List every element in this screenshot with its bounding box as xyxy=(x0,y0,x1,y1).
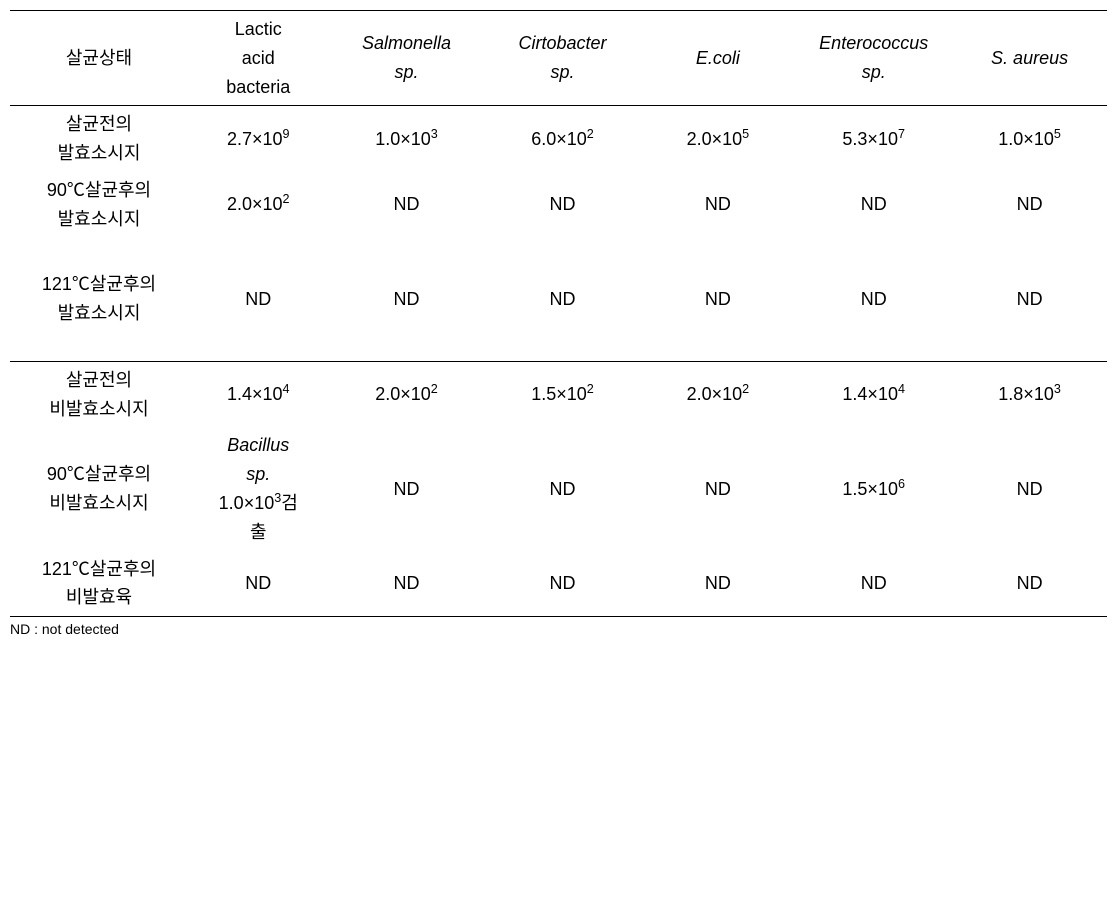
table-cell: ND xyxy=(795,172,952,238)
col-header: E.coli xyxy=(640,11,795,106)
table-cell: ND xyxy=(329,551,485,617)
table-cell: ND xyxy=(952,551,1107,617)
bacteria-table: 살균상태LacticacidbacteriaSalmonellasp.Cirto… xyxy=(10,10,1107,617)
table-cell: 2.0×102 xyxy=(188,172,329,238)
table-cell: ND xyxy=(640,172,795,238)
table-cell: ND xyxy=(485,551,641,617)
row-label: 121℃살균후의발효소시지 xyxy=(10,238,188,362)
table-cell: 1.4×104 xyxy=(795,361,952,427)
table-cell: 6.0×102 xyxy=(485,106,641,172)
table-cell: 5.3×107 xyxy=(795,106,952,172)
row-label: 90℃살균후의발효소시지 xyxy=(10,172,188,238)
table-cell: Bacillussp.1.0×103검출 xyxy=(188,427,329,550)
table-cell: 2.7×109 xyxy=(188,106,329,172)
row-label: 90℃살균후의비발효소시지 xyxy=(10,427,188,550)
table-cell: 2.0×102 xyxy=(329,361,485,427)
table-cell: ND xyxy=(329,172,485,238)
table-cell: ND xyxy=(485,238,641,362)
row-label: 121℃살균후의비발효육 xyxy=(10,551,188,617)
row-label: 살균전의비발효소시지 xyxy=(10,361,188,427)
table-cell: 1.5×102 xyxy=(485,361,641,427)
col-header: S. aureus xyxy=(952,11,1107,106)
table-cell: ND xyxy=(952,238,1107,362)
table-cell: ND xyxy=(795,238,952,362)
table-cell: 1.0×105 xyxy=(952,106,1107,172)
col-header: 살균상태 xyxy=(10,11,188,106)
table-cell: 2.0×105 xyxy=(640,106,795,172)
table-cell: ND xyxy=(329,427,485,550)
footnote: ND : not detected xyxy=(10,617,1107,637)
table-cell: ND xyxy=(952,427,1107,550)
col-header: Lacticacidbacteria xyxy=(188,11,329,106)
table-cell: 1.5×106 xyxy=(795,427,952,550)
table-cell: 1.0×103 xyxy=(329,106,485,172)
table-cell: 1.4×104 xyxy=(188,361,329,427)
table-cell: ND xyxy=(795,551,952,617)
col-header: Enterococcussp. xyxy=(795,11,952,106)
table-cell: ND xyxy=(329,238,485,362)
table-cell: ND xyxy=(952,172,1107,238)
col-header: Cirtobactersp. xyxy=(485,11,641,106)
table-cell: 1.8×103 xyxy=(952,361,1107,427)
table-cell: ND xyxy=(485,427,641,550)
table-cell: ND xyxy=(188,238,329,362)
table-cell: ND xyxy=(640,551,795,617)
row-label: 살균전의발효소시지 xyxy=(10,106,188,172)
table-cell: ND xyxy=(188,551,329,617)
table-cell: 2.0×102 xyxy=(640,361,795,427)
col-header: Salmonellasp. xyxy=(329,11,485,106)
table-cell: ND xyxy=(640,238,795,362)
table-cell: ND xyxy=(485,172,641,238)
table-cell: ND xyxy=(640,427,795,550)
